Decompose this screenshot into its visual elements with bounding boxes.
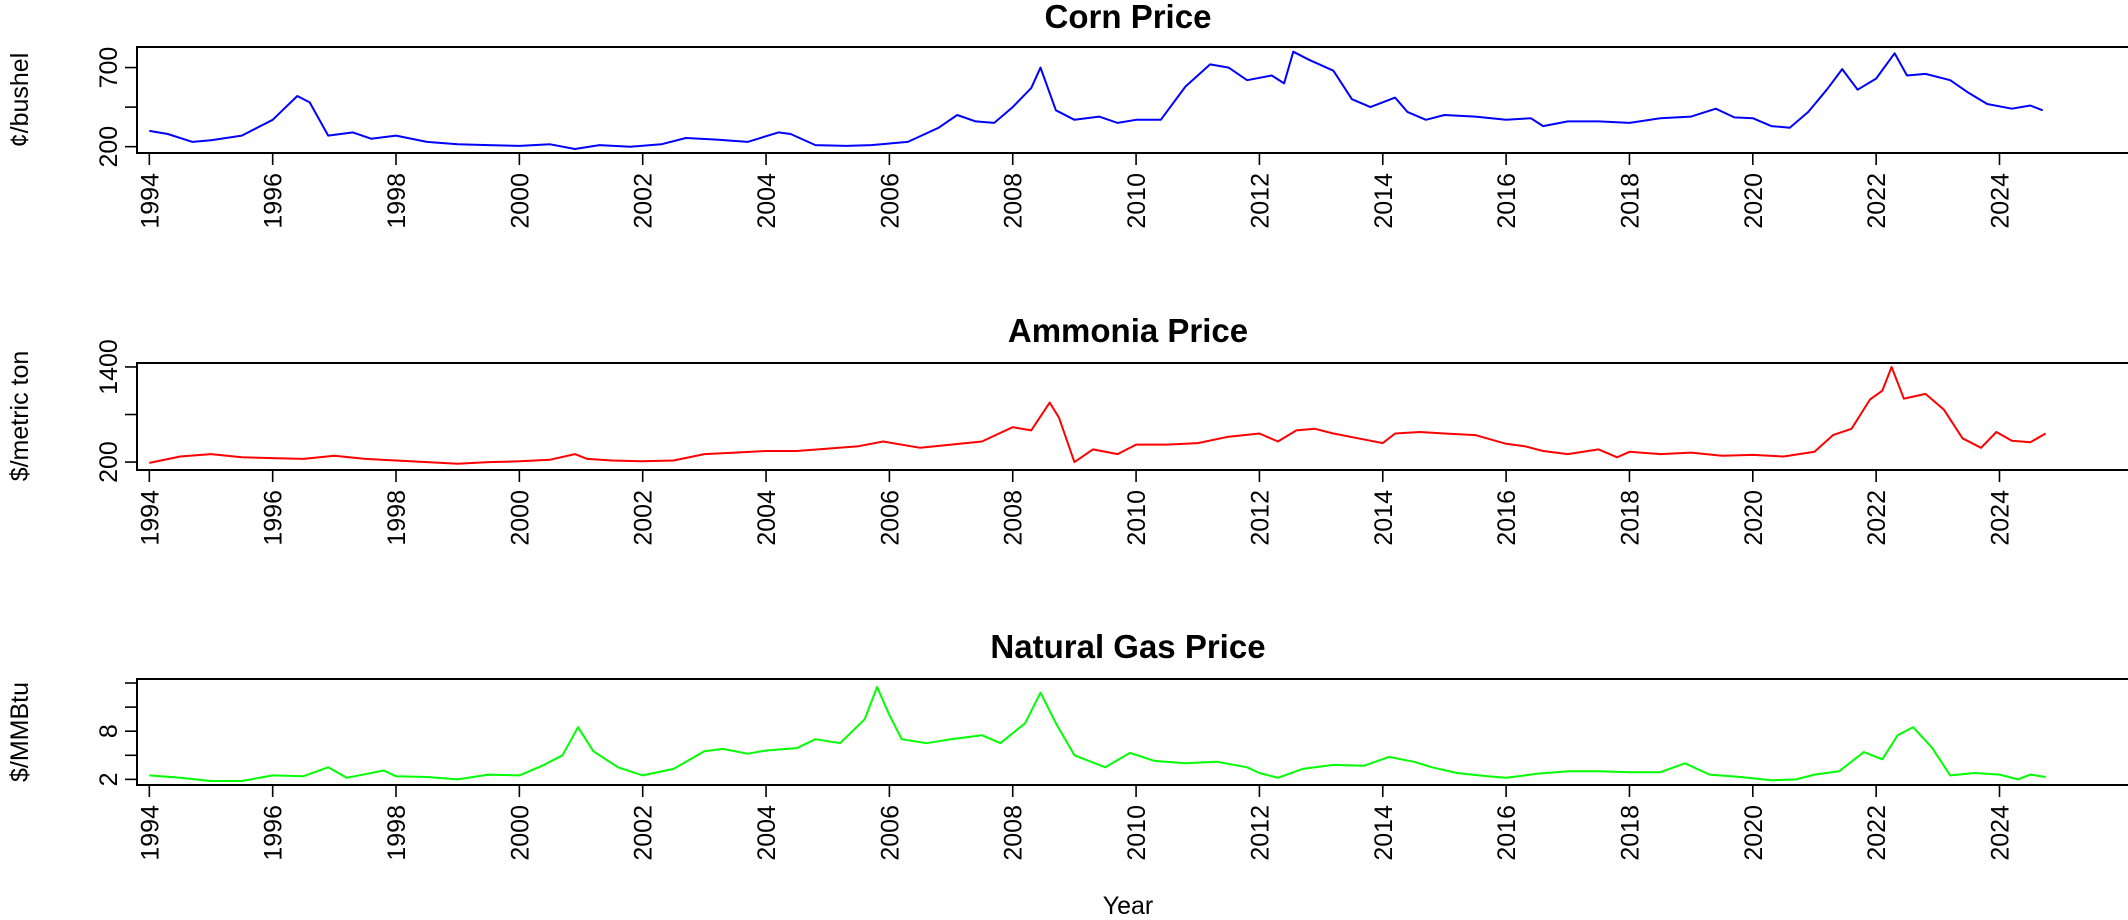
x-tick-label: 2008 bbox=[1000, 805, 1028, 861]
series-layer bbox=[149, 50, 2044, 150]
plot-frame bbox=[136, 678, 2128, 786]
x-tick-label: 2020 bbox=[1740, 805, 1768, 861]
y-axis: 200 700 bbox=[95, 47, 137, 168]
x-tick-label: 2010 bbox=[1123, 490, 1151, 546]
panel-natural-gas-price: Natural Gas Price $/MMBtu 28 1994 1996 199… bbox=[6, 628, 2128, 920]
x-tick-label: 2010 bbox=[1123, 173, 1151, 229]
x-tick-label: 2022 bbox=[1863, 490, 1891, 546]
y-axis: 200 1400 bbox=[95, 339, 137, 483]
x-tick-label: 2024 bbox=[1986, 173, 2014, 229]
x-tick-label: 2016 bbox=[1493, 490, 1521, 546]
x-tick-label: 2014 bbox=[1370, 173, 1398, 229]
x-tick-label: 2024 bbox=[1986, 805, 2014, 861]
series-line bbox=[149, 686, 2046, 782]
x-tick-label: 2022 bbox=[1863, 805, 1891, 861]
x-tick-label: 2004 bbox=[753, 805, 781, 861]
x-tick-label: 2006 bbox=[876, 490, 904, 546]
x-tick-label: 2006 bbox=[876, 173, 904, 229]
y-tick-label: 200 bbox=[95, 441, 123, 483]
y-axis-label: ¢/bushel bbox=[6, 53, 34, 148]
x-tick-label: 2016 bbox=[1493, 173, 1521, 229]
x-tick-label: 1994 bbox=[136, 805, 164, 861]
y-tick-label: 8 bbox=[95, 724, 123, 738]
x-tick-label: 1994 bbox=[136, 490, 164, 546]
x-tick-label: 2010 bbox=[1123, 805, 1151, 861]
x-tick-label: 2022 bbox=[1863, 173, 1891, 229]
x-axis: 1994 1996 1998 2000 2002 2004 2006 2008 2010 2012… bbox=[136, 785, 2014, 861]
y-tick-label: 700 bbox=[95, 47, 123, 89]
series-layer bbox=[149, 366, 2047, 465]
y-tick-label: 2 bbox=[95, 772, 123, 786]
x-tick-label: 2012 bbox=[1246, 173, 1274, 229]
chart-title: Ammonia Price bbox=[1008, 312, 1248, 349]
x-tick-label: 2012 bbox=[1246, 490, 1274, 546]
x-tick-label: 2014 bbox=[1370, 490, 1398, 546]
x-tick-label: 1996 bbox=[260, 805, 288, 861]
x-tick-label: 2000 bbox=[506, 490, 534, 546]
x-tick-label: 2006 bbox=[876, 805, 904, 861]
x-tick-label: 2018 bbox=[1616, 490, 1644, 546]
x-tick-label: 2004 bbox=[753, 490, 781, 546]
y-tick-label: 1400 bbox=[95, 339, 123, 395]
x-tick-label: 1998 bbox=[383, 173, 411, 229]
x-axis-label: Year bbox=[1103, 892, 1154, 920]
y-tick-label: 200 bbox=[95, 126, 123, 168]
x-tick-label: 2000 bbox=[506, 173, 534, 229]
x-tick-label: 2020 bbox=[1740, 173, 1768, 229]
x-tick-label: 2002 bbox=[630, 805, 658, 861]
x-tick-label: 2020 bbox=[1740, 490, 1768, 546]
x-tick-label: 1998 bbox=[383, 490, 411, 546]
plot-frame bbox=[136, 46, 2128, 154]
chart-title: Natural Gas Price bbox=[990, 628, 1265, 665]
series-line bbox=[149, 366, 2047, 465]
chart-title: Corn Price bbox=[1045, 0, 1212, 35]
y-axis: 28 bbox=[95, 682, 137, 786]
x-tick-label: 2018 bbox=[1616, 173, 1644, 229]
y-axis-label: $/metric ton bbox=[6, 351, 34, 482]
x-tick-label: 1998 bbox=[383, 805, 411, 861]
y-axis-label: $/MMBtu bbox=[6, 682, 34, 782]
x-tick-label: 2018 bbox=[1616, 805, 1644, 861]
x-axis: 1994 1996 1998 2000 2002 2004 2006 2008 2010 2012… bbox=[136, 470, 2014, 546]
x-tick-label: 2014 bbox=[1370, 805, 1398, 861]
x-tick-label: 1996 bbox=[260, 173, 288, 229]
x-tick-label: 2004 bbox=[753, 173, 781, 229]
x-tick-label: 2008 bbox=[1000, 490, 1028, 546]
x-tick-label: 2024 bbox=[1986, 490, 2014, 546]
series-line bbox=[149, 50, 2044, 150]
x-tick-label: 2002 bbox=[630, 490, 658, 546]
x-tick-label: 2008 bbox=[1000, 173, 1028, 229]
x-tick-label: 2012 bbox=[1246, 805, 1274, 861]
x-tick-label: 2002 bbox=[630, 173, 658, 229]
x-axis: 1994 1996 1998 2000 2002 2004 2006 2008 2010 2012… bbox=[136, 153, 2014, 229]
series-layer bbox=[149, 686, 2046, 782]
x-tick-label: 1996 bbox=[260, 490, 288, 546]
x-tick-label: 2016 bbox=[1493, 805, 1521, 861]
plot-frame bbox=[136, 362, 2128, 471]
x-tick-label: 2000 bbox=[506, 805, 534, 861]
x-tick-label: 1994 bbox=[136, 173, 164, 229]
panel-corn-price: Corn Price ¢/bushel 200 700 1994 1996 1998 2… bbox=[6, 0, 2128, 229]
